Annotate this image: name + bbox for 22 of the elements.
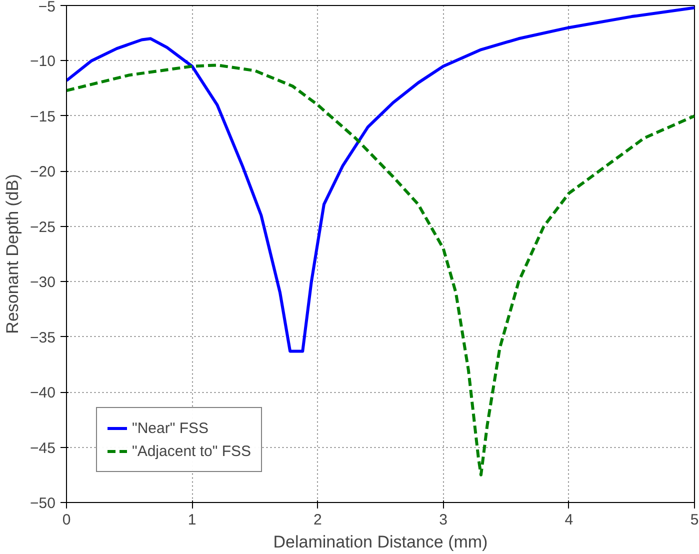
y-tick-label: −45 xyxy=(30,440,56,457)
line-series xyxy=(66,64,694,476)
x-tick-label: 2 xyxy=(314,512,322,528)
x-tick-label: 0 xyxy=(62,512,71,528)
x-tick-label: 3 xyxy=(439,512,448,528)
x-tick-label: 1 xyxy=(188,512,196,528)
x-axis-title: Delamination Distance (mm) xyxy=(273,532,488,552)
legend-label: "Adjacent to" FSS xyxy=(132,442,252,460)
y-tick-label: −25 xyxy=(30,218,56,236)
y-tick-label: −30 xyxy=(30,274,56,292)
y-tick-label: −20 xyxy=(30,164,56,181)
y-tick-label: −50 xyxy=(30,495,56,512)
y-axis-title: Resonant Depth (dB) xyxy=(3,174,22,334)
y-tick-label: −35 xyxy=(30,329,56,346)
line-series xyxy=(66,6,694,353)
x-tick-label: 4 xyxy=(564,512,574,528)
y-tick-label: −10 xyxy=(30,53,56,70)
legend-label: "Near" FSS xyxy=(132,420,209,436)
y-tick-label: −40 xyxy=(30,384,56,402)
x-tick-label: 5 xyxy=(690,512,699,528)
y-tick-label: −5 xyxy=(38,0,56,16)
y-tick-label: −15 xyxy=(30,108,56,126)
